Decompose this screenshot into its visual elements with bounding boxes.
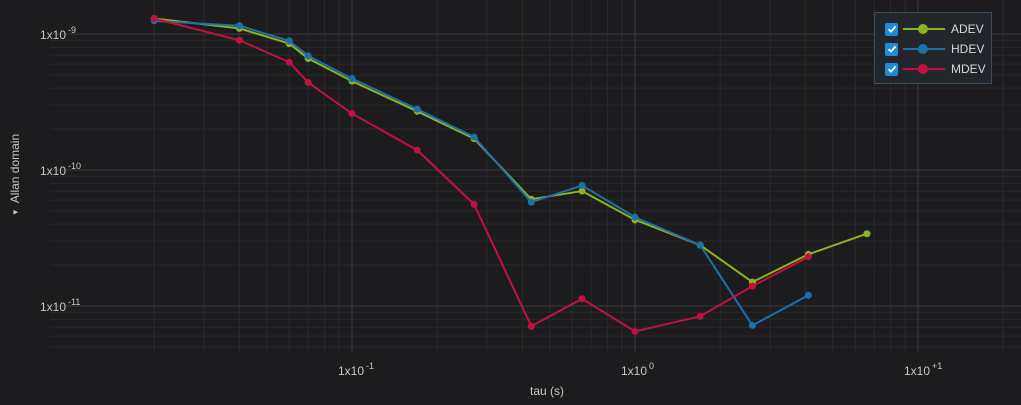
legend-checkbox-adev[interactable] xyxy=(885,22,898,36)
legend-swatch-mdev xyxy=(903,63,945,75)
legend-item-mdev[interactable]: MDEV xyxy=(885,60,986,78)
data-point-mdev xyxy=(413,146,421,154)
data-point-mdev xyxy=(804,253,812,261)
data-point-hdev xyxy=(304,52,312,60)
series-line-hdev xyxy=(154,19,809,327)
data-point-hdev xyxy=(631,213,639,221)
x-tick-label: 1x10 0 xyxy=(621,361,654,378)
data-point-mdev xyxy=(578,295,586,303)
legend-item-hdev[interactable]: HDEV xyxy=(885,40,984,58)
data-point-adev xyxy=(578,187,586,195)
legend-checkbox-hdev[interactable] xyxy=(885,42,898,56)
data-point-mdev xyxy=(348,110,356,118)
data-point-hdev xyxy=(235,22,243,30)
y-axis-label-container: ▼ Allan domain xyxy=(5,120,25,230)
data-point-hdev xyxy=(470,133,478,141)
y-tick-label: 1x10 -11 xyxy=(40,297,80,314)
data-point-mdev xyxy=(235,36,243,44)
data-point-mdev xyxy=(150,15,158,23)
data-point-mdev xyxy=(285,58,293,66)
x-axis-label: tau (s) xyxy=(530,384,565,398)
data-point-hdev xyxy=(348,75,356,83)
data-point-mdev xyxy=(304,78,312,86)
data-point-mdev xyxy=(527,322,535,330)
data-point-hdev xyxy=(696,241,704,249)
data-point-adev xyxy=(863,230,871,238)
data-point-hdev xyxy=(748,321,756,329)
y-axis-label[interactable]: ▼ Allan domain xyxy=(8,134,22,216)
legend: ADEV HDEV MDEV xyxy=(874,12,992,84)
data-point-mdev xyxy=(470,200,478,208)
check-icon xyxy=(887,65,896,73)
y-tick-label: 1x10 -10 xyxy=(40,161,81,178)
series-line-mdev xyxy=(153,17,809,333)
legend-item-adev[interactable]: ADEV xyxy=(885,20,984,38)
series-line-adev xyxy=(154,17,868,284)
legend-label-adev: ADEV xyxy=(951,22,984,36)
check-icon xyxy=(887,25,896,33)
legend-swatch-adev xyxy=(903,23,945,35)
x-tick-label: 1x10 -1 xyxy=(338,361,374,378)
data-point-hdev xyxy=(413,105,421,113)
data-point-mdev xyxy=(631,327,639,335)
check-icon xyxy=(887,45,896,53)
y-tick-label: 1x10 -9 xyxy=(40,25,76,42)
data-point-mdev xyxy=(696,312,704,320)
caret-icon: ▼ xyxy=(10,208,20,217)
data-point-hdev xyxy=(578,181,586,189)
legend-swatch-hdev xyxy=(903,43,945,55)
y-axis-label-text: Allan domain xyxy=(8,133,22,204)
data-point-hdev xyxy=(804,291,812,299)
data-point-hdev xyxy=(285,37,293,45)
legend-label-hdev: HDEV xyxy=(951,42,985,56)
legend-label-mdev: MDEV xyxy=(951,62,986,76)
data-point-hdev xyxy=(527,198,535,206)
x-tick-label: 1x10 +1 xyxy=(904,361,942,378)
data-point-mdev xyxy=(748,282,756,290)
legend-checkbox-mdev[interactable] xyxy=(885,62,898,76)
